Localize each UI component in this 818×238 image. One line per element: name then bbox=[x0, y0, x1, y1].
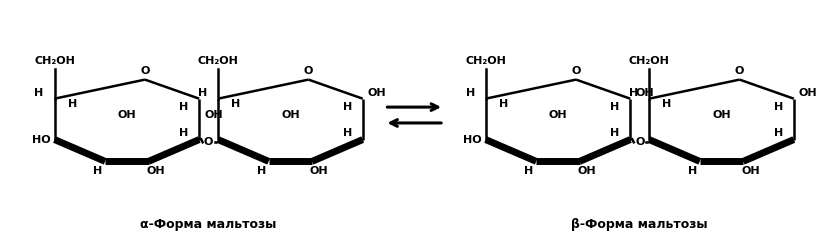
Text: H: H bbox=[231, 99, 240, 109]
Text: H: H bbox=[688, 166, 697, 176]
Text: OH: OH bbox=[741, 166, 760, 176]
Text: OH: OH bbox=[798, 88, 817, 98]
Text: O: O bbox=[303, 66, 313, 76]
Text: O: O bbox=[571, 66, 581, 76]
Text: H: H bbox=[465, 88, 474, 98]
Text: OH: OH bbox=[146, 166, 165, 176]
Text: H: H bbox=[662, 99, 672, 109]
Text: H: H bbox=[343, 102, 352, 112]
Text: OH: OH bbox=[367, 88, 386, 98]
Text: CH₂OH: CH₂OH bbox=[34, 56, 75, 66]
Text: HO: HO bbox=[463, 134, 482, 144]
Text: H: H bbox=[68, 99, 77, 109]
Text: H: H bbox=[34, 88, 43, 98]
Text: H: H bbox=[524, 166, 533, 176]
Text: OH: OH bbox=[281, 110, 299, 120]
Text: O: O bbox=[635, 137, 645, 147]
Text: O: O bbox=[735, 66, 744, 76]
Text: H: H bbox=[257, 166, 266, 176]
Text: OH: OH bbox=[578, 166, 596, 176]
Text: H: H bbox=[610, 102, 619, 112]
Text: O: O bbox=[140, 66, 150, 76]
Text: OH: OH bbox=[204, 110, 222, 120]
Text: H: H bbox=[499, 99, 508, 109]
Text: H: H bbox=[774, 102, 783, 112]
Text: H: H bbox=[179, 128, 188, 138]
Text: H: H bbox=[343, 128, 352, 138]
Text: H: H bbox=[629, 88, 638, 98]
Text: H: H bbox=[179, 102, 188, 112]
Text: OH: OH bbox=[712, 110, 730, 120]
Text: H: H bbox=[198, 88, 207, 98]
Text: H: H bbox=[774, 128, 783, 138]
Text: OH: OH bbox=[636, 88, 654, 98]
Text: β-Форма мальтозы: β-Форма мальтозы bbox=[571, 218, 708, 231]
Text: OH: OH bbox=[118, 110, 136, 120]
Text: α-Форма мальтозы: α-Форма мальтозы bbox=[140, 218, 276, 231]
Text: O: O bbox=[204, 137, 213, 147]
Text: CH₂OH: CH₂OH bbox=[198, 56, 239, 66]
Text: CH₂OH: CH₂OH bbox=[629, 56, 670, 66]
Text: H: H bbox=[610, 128, 619, 138]
Text: OH: OH bbox=[549, 110, 567, 120]
Text: H: H bbox=[93, 166, 102, 176]
Text: HO: HO bbox=[32, 134, 51, 144]
Text: CH₂OH: CH₂OH bbox=[465, 56, 506, 66]
Text: OH: OH bbox=[310, 166, 329, 176]
